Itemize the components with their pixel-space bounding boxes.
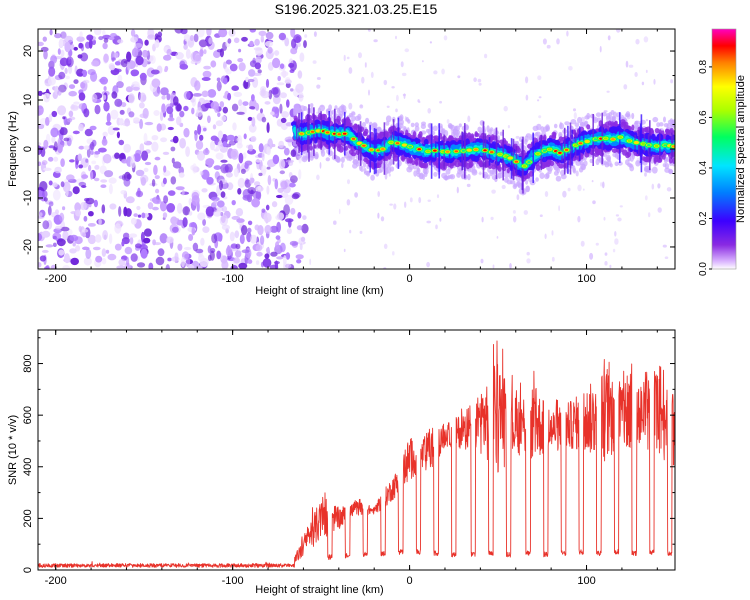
x-tick-label: -100 <box>222 575 244 587</box>
colorbar-tick-label: 0.4 <box>698 161 709 175</box>
y-tick-label: -10 <box>22 190 34 206</box>
spectrogram-content <box>38 29 675 269</box>
y-tick-label: 10 <box>22 94 34 106</box>
x-tick-label: 0 <box>407 575 413 587</box>
spectral-ridge <box>290 103 675 196</box>
x-tick-label: -200 <box>45 273 67 285</box>
x-tick-label: 0 <box>407 273 413 285</box>
snr-frame <box>37 329 676 571</box>
colorbar-label: Normalized spectral amplitude <box>735 75 747 223</box>
y-tick-label: 800 <box>22 354 34 372</box>
x-tick-label: 100 <box>577 273 595 285</box>
y-tick-label: 0 <box>22 567 34 573</box>
snr-panel: -200 -100 0 100 0 200 400 600 800 Height of strai… <box>7 329 676 596</box>
colorbar-tick-label: 0.8 <box>698 60 709 74</box>
snr-content <box>38 340 675 568</box>
x-axis-label: Height of straight line (km) <box>255 584 383 596</box>
colorbar-gradient <box>712 29 736 269</box>
colorbar-tick-label: 0.0 <box>698 262 709 276</box>
y-axis-label: SNR (10 * v/v) <box>7 415 19 485</box>
noise-blobs <box>38 29 309 269</box>
x-tick-label: 100 <box>577 575 595 587</box>
snr-line <box>38 340 675 568</box>
colorbar-tick-label: 0.2 <box>698 211 709 225</box>
x-tick-label: -100 <box>222 273 244 285</box>
y-tick-label: 20 <box>22 45 34 57</box>
y-axis-label: Frequency (Hz) <box>7 111 19 187</box>
y-tick-label: 0 <box>22 146 34 152</box>
y-tick-label: 600 <box>22 406 34 424</box>
y-tick-label: -20 <box>22 239 34 255</box>
colorbar: 0.0 0.2 0.4 0.6 0.8 Normalized spectral ampli… <box>698 28 747 276</box>
y-tick-label: 200 <box>22 509 34 527</box>
y-tick-label: 400 <box>22 458 34 476</box>
x-axis-label: Height of straight line (km) <box>255 285 383 297</box>
figure-title: S196.2025.321.03.25.E15 <box>274 1 438 17</box>
colorbar-tick-label: 0.6 <box>698 110 709 124</box>
x-tick-label: -200 <box>45 575 67 587</box>
colorbar-frame <box>711 28 737 270</box>
